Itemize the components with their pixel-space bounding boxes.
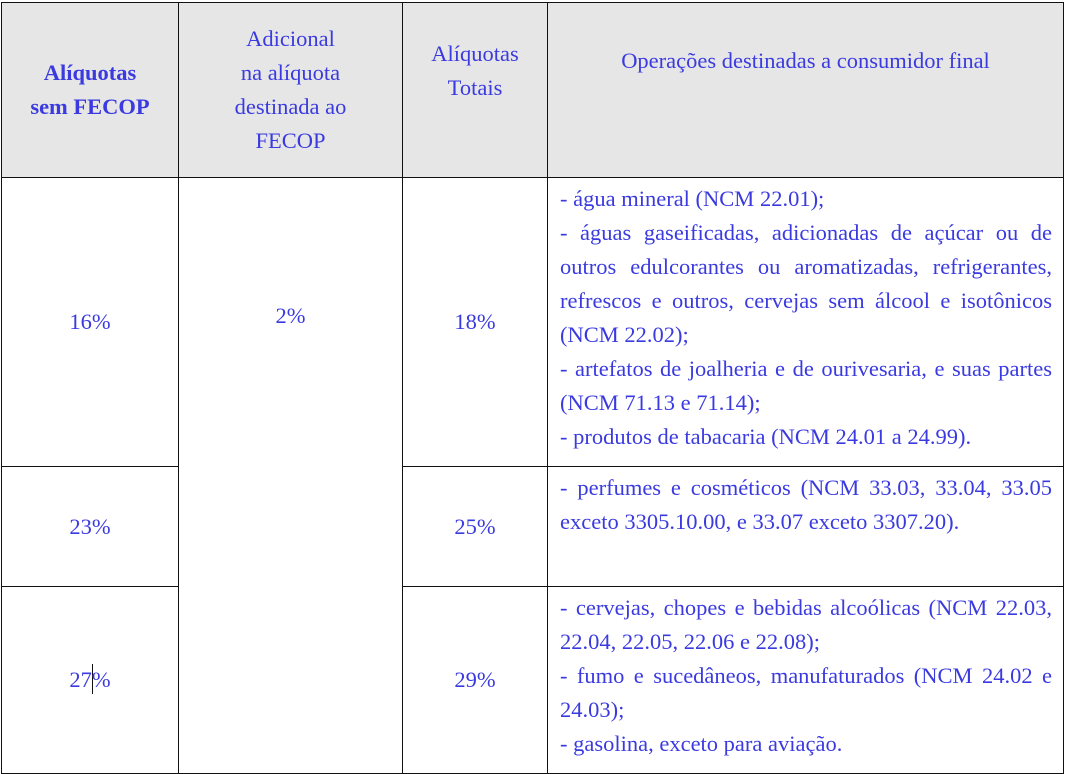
header-text: Adicional — [246, 26, 335, 51]
operation-item: - gasolina, exceto para aviação. — [560, 731, 843, 756]
operation-item: - águas gaseificadas, adicionadas de açú… — [560, 220, 1052, 347]
rate-without-fecop[interactable]: 27% — [1, 586, 179, 774]
header-text: Alíquotas — [43, 60, 137, 85]
total-rate: 18% — [402, 177, 548, 467]
header-fecop-additional: Adicional na alíquota destinada ao FECOP — [178, 2, 403, 178]
total-rate: 29% — [402, 586, 548, 774]
rate-text: 27 — [69, 667, 92, 692]
fecop-rate: 2% — [178, 177, 403, 774]
header-total-rate: Alíquotas Totais — [402, 2, 548, 178]
operation-item: - artefatos de joalheria e de ourivesari… — [560, 356, 1052, 415]
header-text: destinada ao — [234, 94, 347, 119]
header-text: sem FECOP — [30, 94, 150, 119]
header-row: Alíquotas sem FECOP Adicional na alíquot… — [1, 2, 1064, 178]
text-cursor — [91, 664, 93, 694]
total-rate: 25% — [402, 466, 548, 587]
header-text: FECOP — [255, 128, 326, 153]
header-rate-without-fecop: Alíquotas sem FECOP — [1, 2, 179, 178]
operations-cell: - cervejas, chopes e bebidas alcoólicas … — [547, 586, 1064, 774]
header-text: Alíquotas — [431, 41, 519, 66]
operations-cell: - água mineral (NCM 22.01); - águas gase… — [547, 177, 1064, 467]
rate-without-fecop: 16% — [1, 177, 179, 467]
operation-item: - perfumes e cosméticos (NCM 33.03, 33.0… — [560, 475, 1052, 534]
operation-item: - produtos de tabacaria (NCM 24.01 a 24.… — [560, 424, 972, 449]
operations-cell: - perfumes e cosméticos (NCM 33.03, 33.0… — [547, 466, 1064, 587]
operation-item: - água mineral (NCM 22.01); — [560, 186, 825, 211]
table-row: 27% 29% - cervejas, chopes e bebidas alc… — [1, 586, 1064, 774]
table-row: 23% 25% - perfumes e cosméticos (NCM 33.… — [1, 466, 1064, 587]
operation-item: - fumo e sucedâneos, manufaturados (NCM … — [560, 663, 1052, 722]
operation-item: - cervejas, chopes e bebidas alcoólicas … — [560, 595, 1052, 654]
header-text: Totais — [447, 75, 503, 100]
rate-text: % — [91, 667, 111, 692]
header-operations: Operações destinadas a consumidor final — [547, 2, 1064, 178]
header-text: na alíquota — [240, 60, 341, 85]
rate-without-fecop: 23% — [1, 466, 179, 587]
table-row: 16% 2% 18% - água mineral (NCM 22.01); -… — [1, 177, 1064, 774]
